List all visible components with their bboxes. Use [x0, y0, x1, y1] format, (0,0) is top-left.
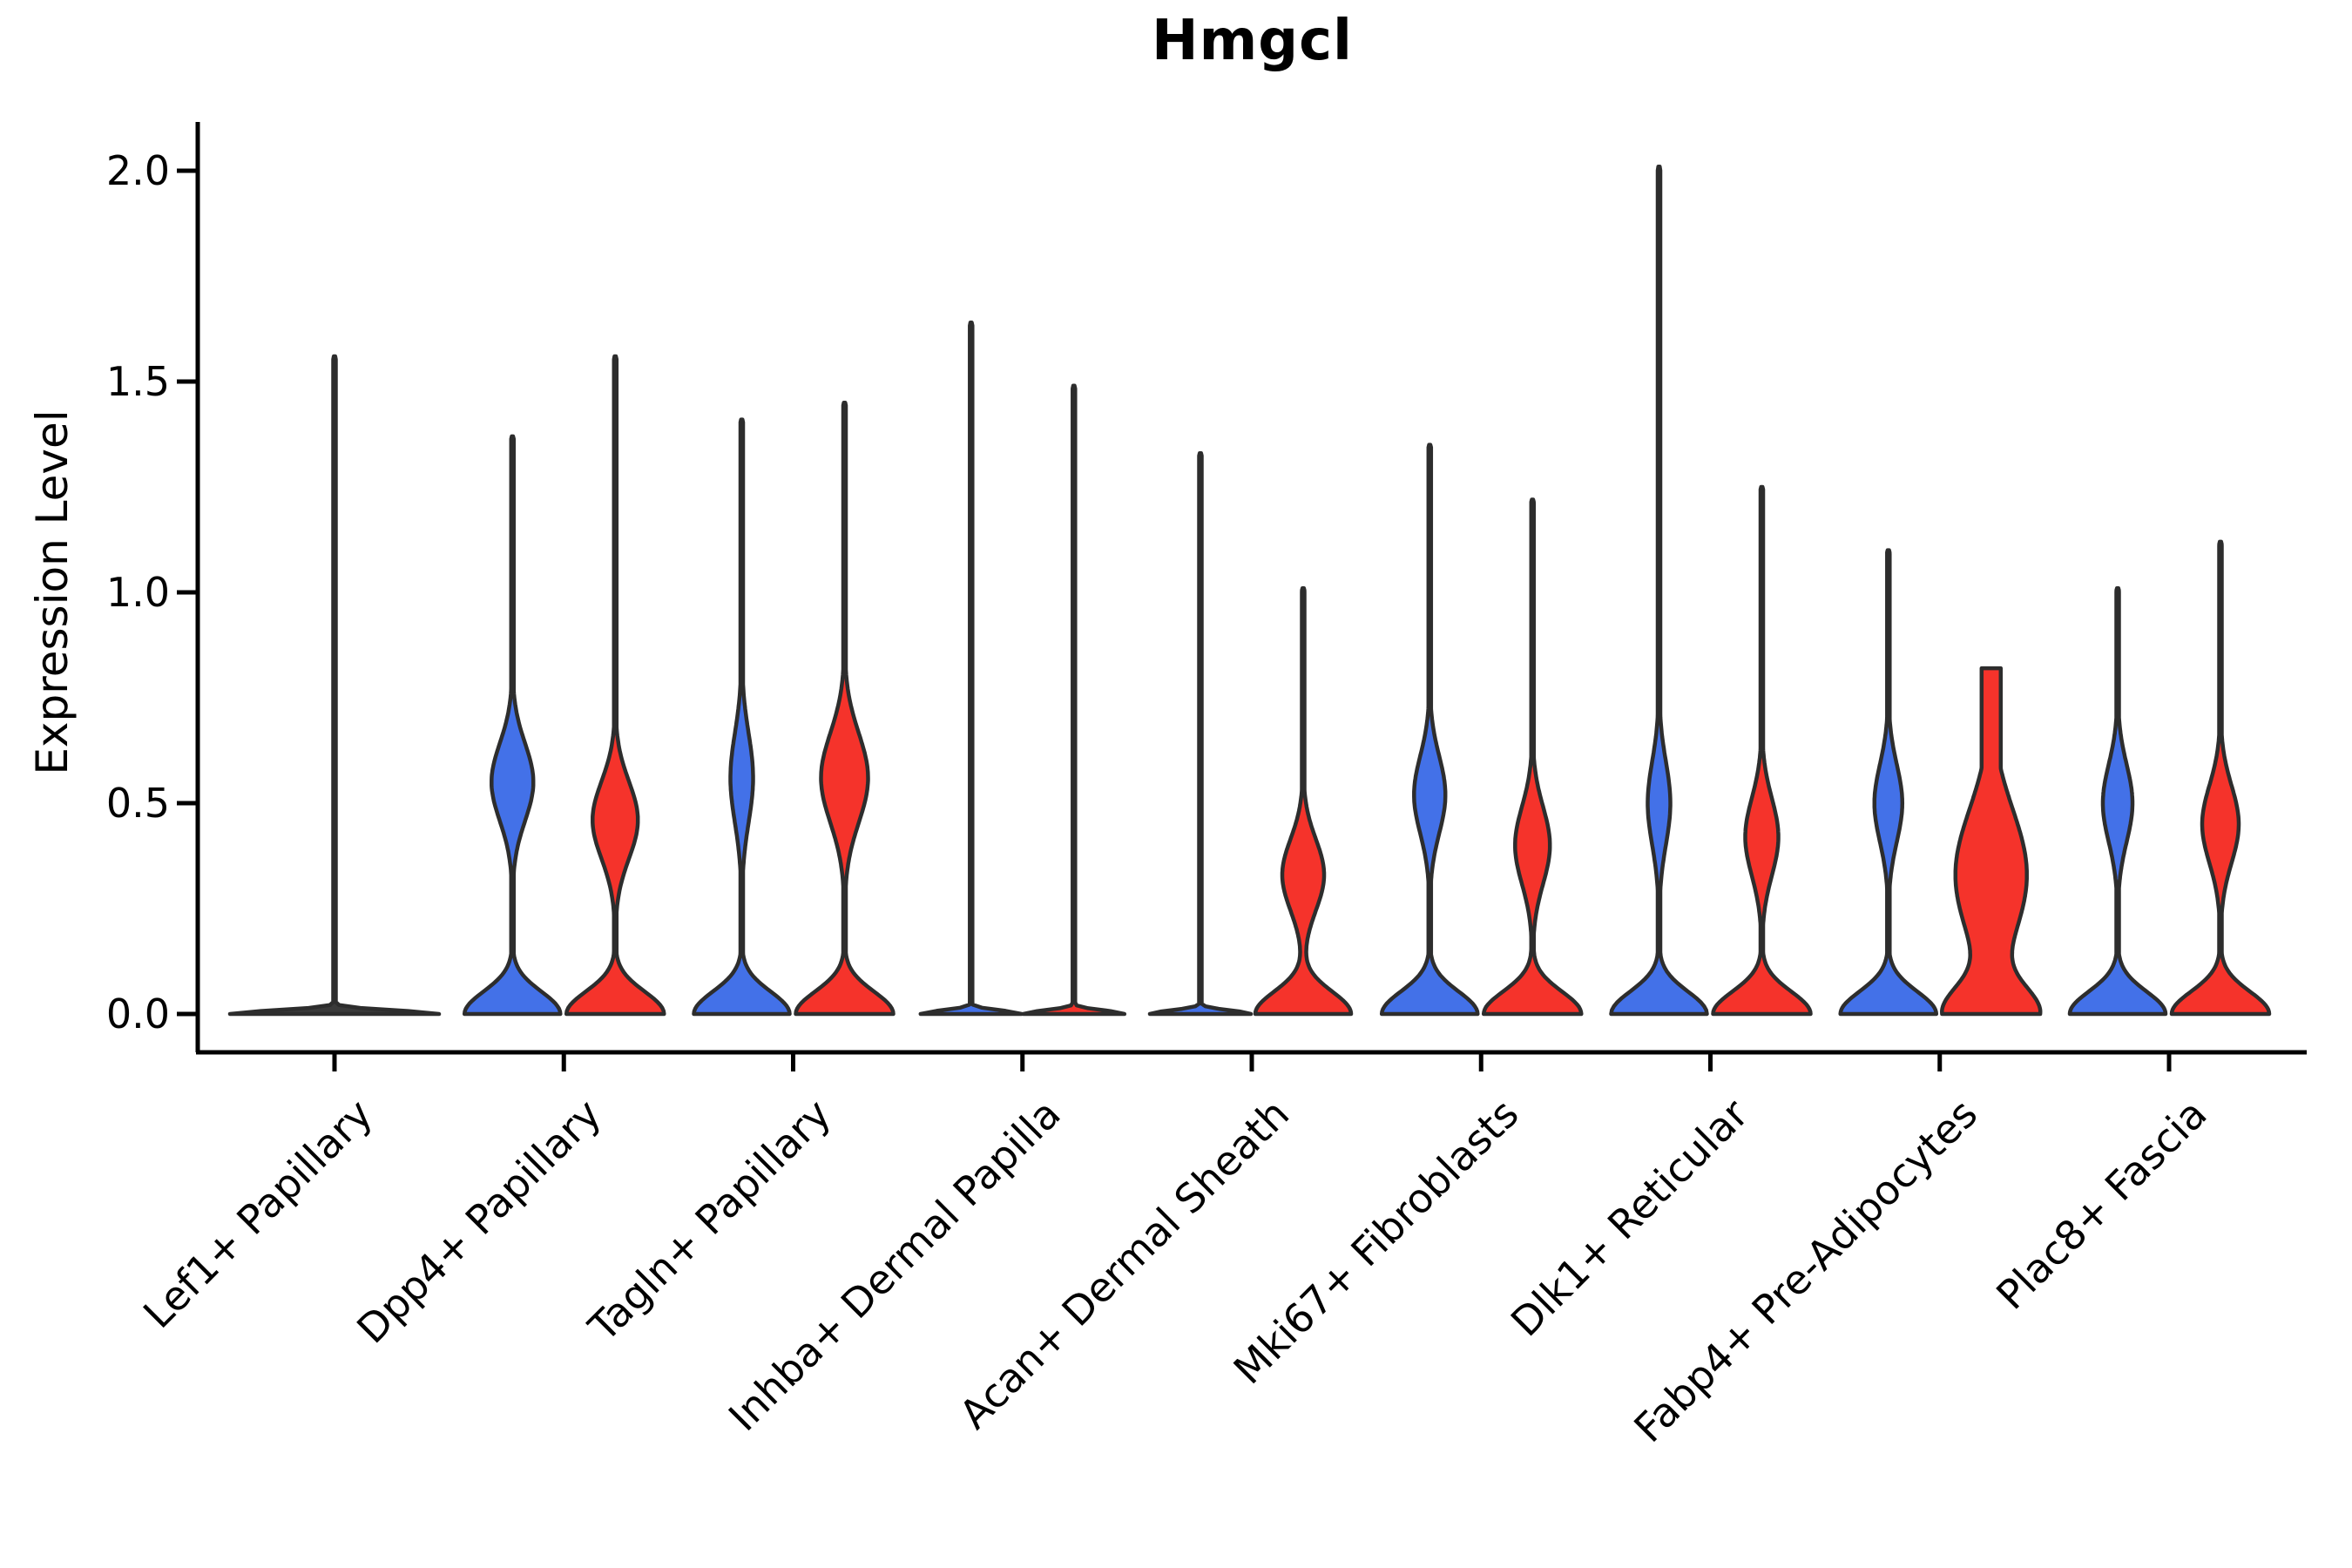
violin-mki67-fibroblasts-left — [1379, 443, 1480, 1017]
violin-acan-dermal-sheath-left — [1147, 451, 1254, 1017]
chart-title: Hmgcl — [1152, 9, 1353, 73]
violin-fabp4-pre-adipocytes-left — [1838, 548, 1939, 1017]
y-tick-label: 0.5 — [105, 780, 170, 827]
violin-acan-dermal-sheath-right — [1253, 585, 1354, 1017]
violin-tagln-papillary-right — [794, 400, 896, 1017]
y-tick-label: 2.0 — [105, 147, 170, 194]
violin-plac8-fascia-right — [2169, 539, 2272, 1017]
violin-dpp4-papillary-right — [564, 354, 666, 1017]
violin-lef1-papillary-center — [227, 354, 442, 1017]
violin-fabp4-pre-adipocytes-right — [1940, 666, 2043, 1017]
y-tick-label: 0.0 — [105, 990, 170, 1037]
violin-tagln-papillary-left — [692, 417, 792, 1017]
violin-mki67-fibroblasts-right — [1481, 497, 1584, 1017]
violin-dlk1-reticular-right — [1711, 484, 1813, 1017]
violin-inhba-dermal-papilla-left — [918, 320, 1024, 1017]
y-tick-label: 1.5 — [105, 358, 170, 405]
violin-plac8-fascia-left — [2067, 585, 2168, 1017]
violin-inhba-dermal-papilla-right — [1021, 383, 1127, 1017]
violin-dpp4-papillary-left — [462, 434, 563, 1017]
violin-dlk1-reticular-left — [1609, 164, 1709, 1017]
y-tick-label: 1.0 — [105, 569, 170, 616]
